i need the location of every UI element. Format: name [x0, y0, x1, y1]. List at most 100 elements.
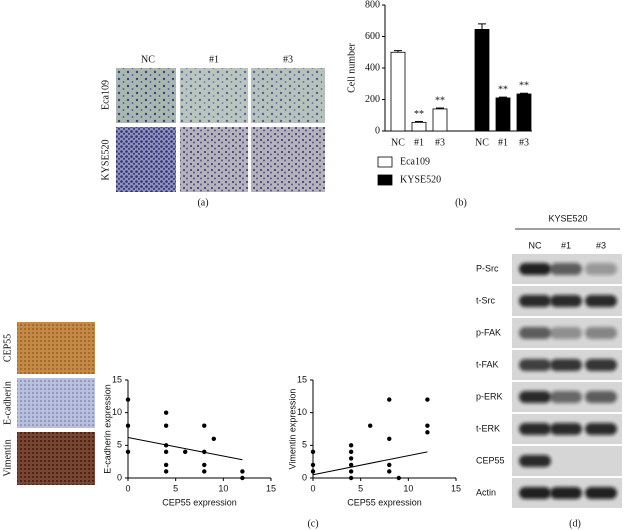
legend-label: Eca109	[400, 156, 430, 167]
point	[211, 436, 216, 441]
blot-band	[550, 391, 582, 403]
y-tick-label: 0	[117, 472, 122, 482]
y-tick-label: 0	[375, 125, 380, 136]
fit-line	[127, 437, 243, 461]
point	[387, 397, 392, 402]
bar	[495, 97, 511, 132]
x-axis-label: CEP55 expression	[162, 497, 237, 507]
y-tick-label: 5	[302, 440, 307, 450]
blot-band	[519, 423, 551, 435]
blot-band	[519, 327, 551, 339]
legend-swatch	[377, 156, 393, 168]
y-tick-label: 10	[112, 407, 122, 417]
row-label: Vimentin	[2, 439, 13, 476]
point	[125, 449, 131, 455]
blot-band	[550, 359, 582, 371]
error-bar	[394, 50, 402, 53]
point	[348, 443, 354, 448]
micrograph	[116, 68, 176, 123]
micrograph	[180, 127, 248, 192]
point	[202, 462, 207, 468]
blot-band	[550, 263, 582, 275]
bar	[516, 93, 532, 132]
x-tick-label: 15	[266, 483, 276, 493]
blot-label: p-FAK	[476, 327, 501, 337]
y-tick-label: 400	[365, 62, 380, 73]
point	[183, 449, 188, 455]
point	[125, 423, 131, 428]
column-label: #3	[283, 54, 293, 65]
micrographs	[116, 68, 325, 192]
x-tick-label: 10	[403, 483, 413, 493]
point	[387, 469, 392, 474]
x-tick-label: NC	[475, 137, 489, 148]
error-bar	[415, 121, 423, 123]
blot-band	[519, 391, 551, 403]
row-label: Eca109	[100, 80, 111, 110]
point	[387, 436, 392, 441]
blot-band	[519, 359, 551, 371]
significance-label: **	[519, 80, 529, 91]
blot-band	[585, 327, 617, 339]
blot-band	[585, 423, 617, 435]
x-axis-label: CEP55 expression	[347, 497, 422, 507]
bar	[474, 29, 490, 132]
point	[396, 475, 401, 481]
point	[368, 423, 373, 428]
x-tick-label: 5	[358, 483, 363, 493]
row-label: CEP55	[2, 334, 13, 362]
point	[163, 462, 169, 468]
bar	[432, 108, 448, 132]
blot-band	[550, 423, 582, 435]
significance-label: **	[498, 84, 508, 95]
significance-label: **	[435, 95, 445, 106]
x-tick-label: 15	[451, 483, 461, 493]
blot-title: KYSE520	[548, 213, 587, 223]
micrograph	[251, 68, 325, 123]
bar	[390, 51, 406, 132]
point	[348, 469, 354, 474]
y-tick-label: 15	[297, 374, 307, 384]
fit-line	[312, 451, 428, 476]
x-tick-label: #3	[519, 137, 529, 148]
blot-band	[585, 295, 617, 307]
point	[163, 469, 169, 474]
error-bar	[520, 92, 528, 94]
y-tick-label: 200	[365, 94, 380, 105]
error-bar	[499, 96, 507, 98]
y-axis-label: E-cadherin expression	[102, 384, 112, 474]
y-tick-label: 0	[302, 472, 307, 482]
blot-label: P-Src	[476, 263, 499, 273]
micrograph	[180, 68, 248, 123]
point	[310, 469, 316, 474]
blot-band	[585, 263, 617, 275]
blot-label: CEP55	[476, 455, 505, 465]
panel-label: (b)	[455, 197, 467, 208]
blot-band	[519, 263, 551, 275]
point	[125, 397, 131, 402]
micrograph	[116, 127, 176, 192]
bar	[411, 121, 427, 132]
point	[310, 462, 316, 468]
blot-band	[519, 455, 551, 467]
point	[163, 449, 169, 455]
x-tick-label: #3	[435, 137, 445, 148]
point	[348, 462, 354, 468]
error-bar	[436, 107, 444, 109]
legend-swatch	[377, 174, 393, 186]
row-label: E-cadherin	[2, 381, 13, 425]
y-tick-label: 15	[112, 374, 122, 384]
panel-label: (c)	[307, 518, 318, 529]
blot-label: t-Src	[476, 295, 495, 305]
column-label: #1	[209, 54, 219, 65]
point	[348, 475, 354, 481]
blot-band	[585, 487, 617, 499]
blot-label: p-ERK	[476, 391, 503, 401]
x-tick-label: 5	[173, 483, 178, 493]
lane-label: #1	[561, 240, 571, 250]
legend-label: KYSE520	[400, 174, 441, 185]
tissue-image	[17, 322, 95, 374]
tissue-image	[17, 378, 95, 428]
point	[163, 423, 169, 428]
point	[202, 469, 207, 474]
